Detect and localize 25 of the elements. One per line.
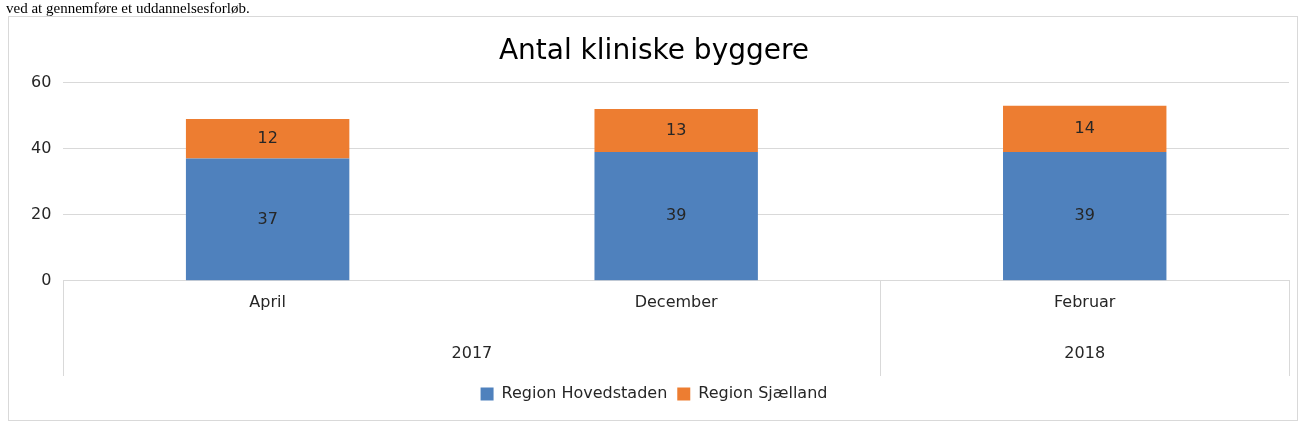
y-tick-label: 60 — [31, 71, 52, 91]
text: 2017 — [451, 343, 493, 363]
x-tick-label: Februar — [1054, 291, 1116, 311]
bar — [594, 151, 758, 281]
y-tick-label: 20 — [31, 203, 52, 223]
bar — [1003, 105, 1167, 152]
data-label: 39 — [1074, 205, 1095, 225]
x-tick-label: April — [249, 291, 286, 311]
data-label: 12 — [257, 127, 278, 147]
data-label: 37 — [257, 208, 278, 228]
text: 2018 — [1064, 343, 1106, 363]
y-tick-label: 0 — [41, 269, 52, 289]
data-label: 39 — [666, 205, 687, 225]
x-tick-label: December — [634, 291, 719, 311]
bar — [594, 109, 758, 152]
legend-label: Region Sjælland — [698, 383, 828, 403]
legend-label: Region Hovedstaden — [501, 383, 668, 403]
text: ved at gennemføre et uddannelsesforløb. — [5, 0, 251, 16]
bar — [1003, 151, 1167, 281]
bar — [185, 118, 350, 159]
bar — [185, 158, 350, 281]
y-tick-label: 40 — [31, 137, 52, 157]
data-label: 13 — [666, 119, 687, 139]
data-label: 14 — [1074, 118, 1095, 137]
chart-title: Antal kliniske byggere — [498, 33, 810, 67]
